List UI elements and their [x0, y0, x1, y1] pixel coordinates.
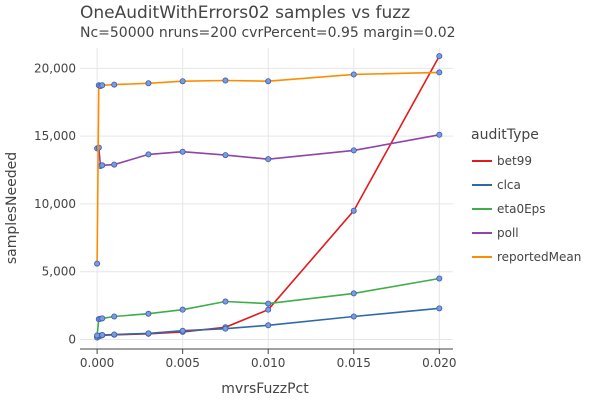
- data-point: [265, 306, 272, 313]
- data-point: [350, 290, 357, 297]
- legend: bet99 clca eta0Eps poll reportedMean: [472, 154, 581, 264]
- data-point: [436, 69, 443, 76]
- data-point: [436, 131, 443, 138]
- data-point: [265, 322, 272, 329]
- data-point: [350, 147, 357, 154]
- x-tick-label: 0.000: [80, 356, 114, 370]
- data-point: [179, 148, 186, 155]
- data-point: [179, 306, 186, 313]
- data-point: [222, 298, 229, 305]
- data-point: [94, 260, 101, 267]
- data-point: [350, 313, 357, 320]
- x-axis-ticks: 0.000 0.005 0.010 0.015 0.020: [80, 349, 456, 370]
- data-point: [222, 325, 229, 332]
- data-point: [179, 327, 186, 334]
- data-point: [179, 78, 186, 85]
- data-point: [111, 331, 118, 338]
- data-point: [145, 151, 152, 158]
- data-point: [350, 207, 357, 214]
- y-tick-label: 0: [68, 333, 76, 347]
- y-tick-label: 10,000: [34, 197, 76, 211]
- x-tick-label: 0.020: [422, 356, 456, 370]
- data-point: [94, 332, 101, 339]
- data-point: [99, 162, 106, 169]
- legend-label: bet99: [497, 154, 532, 168]
- data-point: [436, 275, 443, 282]
- x-tick-label: 0.015: [337, 356, 371, 370]
- y-tick-label: 5,000: [42, 265, 76, 279]
- legend-title: auditType: [471, 127, 539, 143]
- y-axis-label: samplesNeeded: [4, 152, 20, 264]
- legend-label: reportedMean: [497, 250, 581, 264]
- data-point: [99, 315, 106, 322]
- y-tick-label: 20,000: [34, 61, 76, 75]
- data-point: [99, 82, 106, 89]
- legend-label: eta0Eps: [497, 202, 546, 216]
- data-point: [111, 161, 118, 168]
- legend-item-bet99[interactable]: bet99: [472, 154, 532, 168]
- data-point: [265, 78, 272, 85]
- x-tick-label: 0.010: [251, 356, 285, 370]
- legend-item-poll[interactable]: poll: [472, 226, 519, 240]
- chart-title: OneAuditWithErrors02 samples vs fuzz: [80, 3, 410, 23]
- series-layer: [94, 53, 443, 341]
- data-point: [436, 53, 443, 60]
- data-point: [111, 313, 118, 320]
- data-point: [111, 81, 118, 88]
- chart-subtitle: Nc=50000 nruns=200 cvrPercent=0.95 margi…: [80, 25, 456, 41]
- data-point: [350, 71, 357, 78]
- data-point: [145, 310, 152, 317]
- data-point: [265, 156, 272, 163]
- x-axis-label: mvrsFuzzPct: [221, 381, 309, 397]
- data-point: [436, 305, 443, 312]
- data-point: [99, 332, 106, 339]
- data-point: [222, 152, 229, 159]
- series-eta0Eps: [94, 275, 443, 339]
- legend-item-clca[interactable]: clca: [472, 178, 521, 192]
- legend-item-eta0Eps[interactable]: eta0Eps: [472, 202, 546, 216]
- legend-label: poll: [497, 226, 519, 240]
- legend-label: clca: [497, 178, 521, 192]
- y-tick-label: 15,000: [34, 129, 76, 143]
- x-tick-label: 0.005: [165, 356, 199, 370]
- data-point: [145, 80, 152, 87]
- data-point: [265, 300, 272, 307]
- y-axis-ticks: 0 5,000 10,000 15,000 20,000: [34, 61, 76, 346]
- legend-item-reportedMean[interactable]: reportedMean: [472, 250, 581, 264]
- series-reportedMean: [94, 69, 443, 267]
- data-point: [145, 330, 152, 337]
- data-point: [222, 77, 229, 84]
